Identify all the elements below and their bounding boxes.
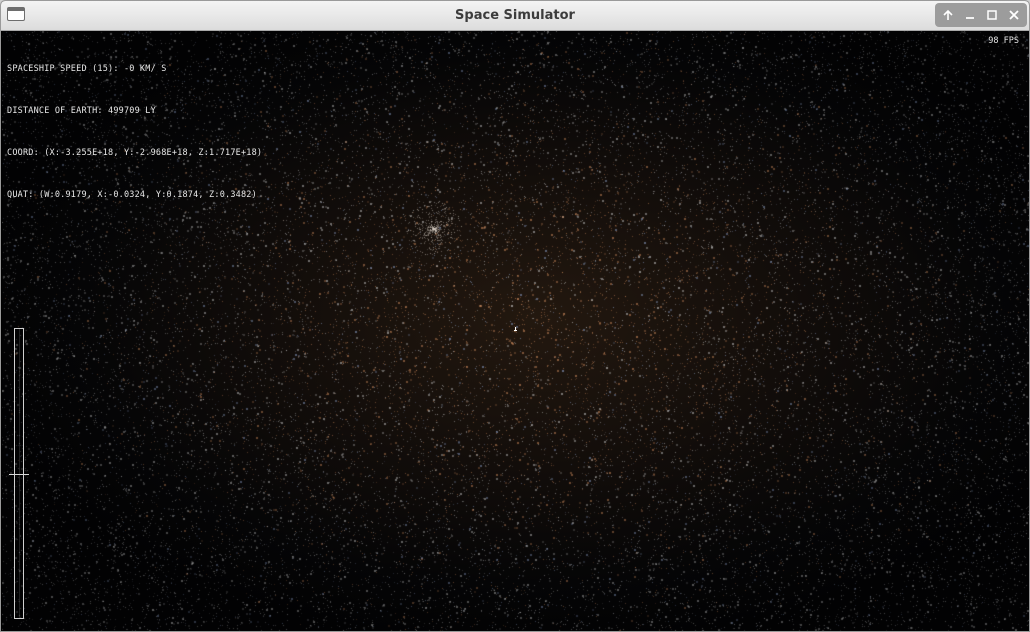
close-button[interactable] (1004, 5, 1024, 25)
maximize-button[interactable] (982, 5, 1002, 25)
minimize-button[interactable] (960, 5, 980, 25)
crosshair-icon (514, 327, 518, 331)
starfield (2, 31, 1029, 631)
close-icon (1009, 10, 1019, 20)
maximize-icon (987, 10, 997, 20)
hud-speed: SPACESHIP SPEED (15): -0 KM/ S (7, 64, 167, 74)
throttle-gauge (9, 328, 29, 619)
fps-counter: 98 FPS (988, 36, 1019, 46)
hud-panel: SPACESHIP SPEED (15): -0 KM/ S DISTANCE … (7, 34, 262, 230)
shade-button[interactable] (938, 5, 958, 25)
throttle-marker (9, 474, 29, 475)
window-controls (935, 3, 1027, 27)
window-app-icon[interactable] (7, 7, 25, 21)
minimize-icon (966, 17, 974, 19)
throttle-track (19, 329, 20, 618)
arrow-up-icon (943, 9, 953, 20)
hud-coord: COORD: (X:-3.255E+18, Y:-2.968E+18, Z:1.… (7, 148, 263, 158)
space-viewport[interactable]: SPACESHIP SPEED (15): -0 KM/ S DISTANCE … (2, 31, 1029, 631)
hud-distance: DISTANCE OF EARTH: 499709 LY (7, 106, 156, 116)
title-bar[interactable]: Space Simulator (1, 1, 1029, 31)
hud-quat: QUAT: (W:0.9179, X:-0.0324, Y:0.1874, Z:… (7, 190, 257, 200)
window-title: Space Simulator (455, 8, 575, 23)
